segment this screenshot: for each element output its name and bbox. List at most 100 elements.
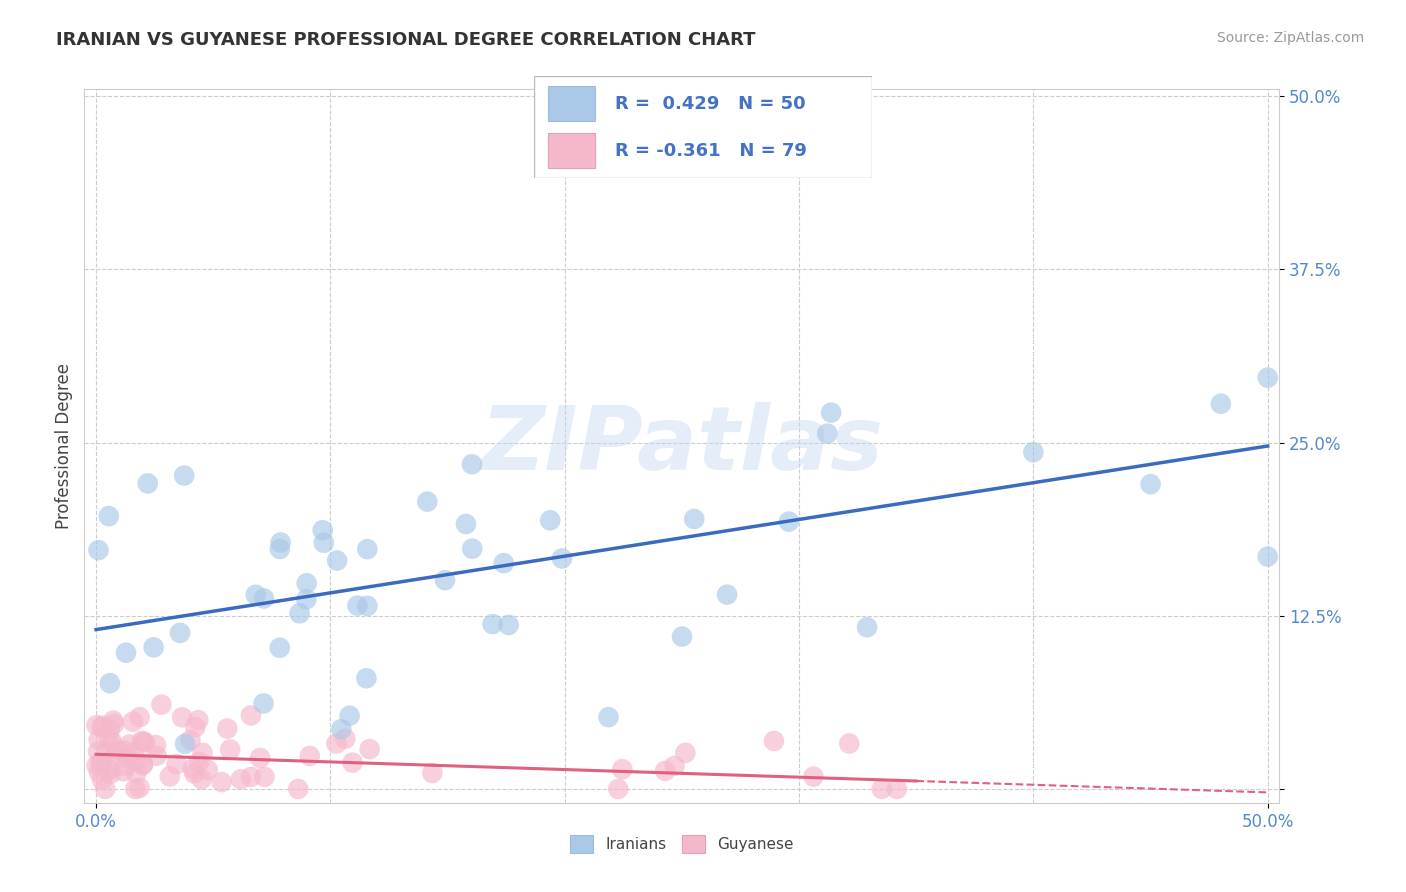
Point [598, 710, 620, 724]
Point [253, 770, 276, 784]
Point [359, 742, 381, 756]
Point [434, 573, 457, 587]
Point [673, 746, 696, 760]
Point [105, 745, 128, 759]
Point [87, 732, 110, 747]
Point [1257, 370, 1279, 384]
FancyBboxPatch shape [548, 133, 595, 168]
Point [115, 750, 138, 764]
Point [114, 758, 136, 772]
Point [174, 737, 197, 751]
Point [100, 766, 122, 780]
Point [803, 770, 825, 784]
Point [886, 781, 908, 796]
Point [612, 762, 634, 776]
Point [498, 618, 520, 632]
Point [229, 772, 252, 787]
Point [100, 734, 122, 748]
Point [90, 756, 112, 771]
FancyBboxPatch shape [548, 87, 595, 121]
Point [356, 671, 378, 685]
Point [342, 756, 364, 770]
Point [1139, 477, 1161, 491]
Point [492, 556, 515, 570]
Point [870, 781, 893, 796]
Point [136, 476, 159, 491]
Legend: Iranians, Guyanese: Iranians, Guyanese [564, 829, 800, 859]
Point [86, 718, 108, 732]
Point [188, 755, 211, 769]
Point [183, 766, 205, 780]
Point [252, 697, 274, 711]
Point [98, 762, 121, 776]
Point [169, 626, 191, 640]
Point [607, 781, 630, 796]
Point [90, 721, 112, 735]
Point [762, 734, 785, 748]
Point [101, 714, 124, 728]
Point [145, 738, 167, 752]
Point [551, 551, 574, 566]
Point [87, 765, 110, 780]
Point [335, 731, 357, 746]
Point [288, 607, 311, 621]
Point [454, 516, 477, 531]
Point [461, 457, 484, 471]
Point [269, 541, 291, 556]
Point [145, 748, 167, 763]
Point [219, 742, 242, 756]
Point [312, 523, 335, 537]
Point [671, 630, 693, 644]
Point [103, 717, 125, 731]
Text: IRANIAN VS GUYANESE PROFESSIONAL DEGREE CORRELATION CHART: IRANIAN VS GUYANESE PROFESSIONAL DEGREE … [56, 31, 756, 49]
Point [132, 758, 155, 772]
Point [356, 599, 378, 613]
Point [112, 744, 135, 758]
Point [716, 588, 738, 602]
Point [87, 543, 110, 558]
Point [295, 576, 318, 591]
Point [461, 541, 484, 556]
Point [481, 617, 503, 632]
Point [125, 766, 148, 780]
Point [1257, 549, 1279, 564]
Point [128, 710, 150, 724]
Point [240, 770, 263, 784]
Point [134, 735, 156, 749]
Point [295, 592, 318, 607]
Text: ZIPatlas: ZIPatlas [481, 402, 883, 490]
Point [683, 512, 706, 526]
Point [142, 640, 165, 655]
Point [131, 734, 153, 748]
Point [118, 738, 141, 752]
Point [330, 722, 353, 736]
Point [122, 744, 145, 758]
Point [211, 775, 233, 789]
Point [356, 542, 378, 557]
Point [94, 781, 117, 796]
Point [249, 751, 271, 765]
Point [105, 743, 128, 757]
Point [98, 763, 121, 777]
Point [180, 733, 202, 747]
Point [87, 745, 110, 759]
Point [172, 710, 194, 724]
Point [98, 732, 121, 747]
Point [815, 426, 838, 441]
Text: R = -0.361   N = 79: R = -0.361 N = 79 [616, 142, 807, 160]
Point [132, 735, 155, 749]
Point [416, 494, 439, 508]
Point [159, 769, 181, 783]
Point [820, 406, 842, 420]
Point [190, 772, 212, 786]
Point [115, 646, 138, 660]
Point [98, 723, 121, 737]
Point [128, 780, 150, 795]
Point [96, 743, 118, 757]
Point [197, 763, 219, 777]
Point [838, 737, 860, 751]
Text: Source: ZipAtlas.com: Source: ZipAtlas.com [1216, 31, 1364, 45]
Point [91, 719, 114, 733]
Point [420, 766, 443, 780]
Point [1209, 397, 1232, 411]
